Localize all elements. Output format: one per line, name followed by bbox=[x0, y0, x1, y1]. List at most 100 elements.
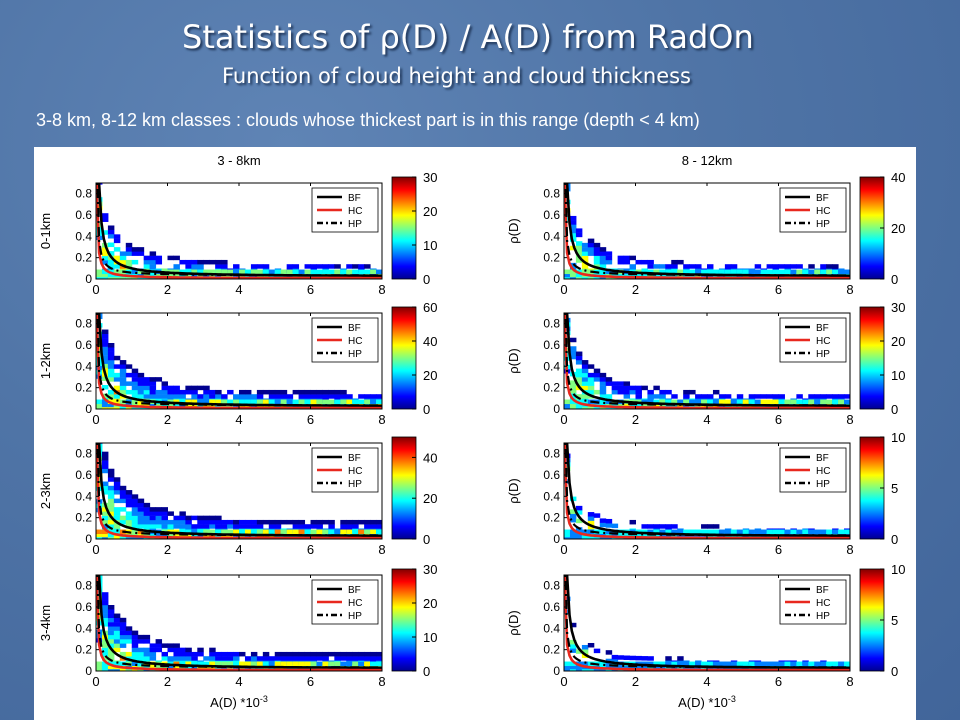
heatmap-cell bbox=[790, 269, 797, 275]
heatmap-cell bbox=[161, 524, 168, 529]
heatmap-cell bbox=[125, 381, 133, 386]
heatmap-cell bbox=[256, 399, 264, 405]
heatmap-cell bbox=[376, 399, 382, 405]
heatmap-cell bbox=[310, 661, 317, 667]
heatmap-cell bbox=[671, 529, 678, 535]
heatmap-cell bbox=[143, 272, 151, 278]
heatmap-cell bbox=[790, 529, 797, 535]
heatmap-cell bbox=[358, 656, 365, 661]
x-tick-label: 4 bbox=[235, 412, 242, 427]
heatmap-cell bbox=[358, 269, 365, 275]
heatmap-cell bbox=[599, 381, 607, 386]
heatmap-cell bbox=[593, 368, 601, 374]
y-tick-label: 0.4 bbox=[543, 229, 560, 243]
heatmap-cell bbox=[221, 399, 228, 405]
heatmap-cell bbox=[286, 529, 294, 535]
heatmap-cell bbox=[131, 269, 139, 275]
heatmap-cell bbox=[844, 269, 850, 275]
heatmap-cell bbox=[689, 399, 696, 405]
heatmap-cell bbox=[683, 399, 690, 405]
heatmap-cell bbox=[113, 634, 121, 640]
heatmap-cell bbox=[581, 247, 589, 252]
heatmap-cell bbox=[623, 664, 631, 670]
heatmap-cell bbox=[227, 661, 234, 667]
heatmap-cell bbox=[790, 399, 797, 405]
heatmap-cell bbox=[569, 661, 577, 667]
heatmap-cell bbox=[131, 630, 139, 636]
heatmap-cell bbox=[107, 242, 115, 248]
heatmap-cell bbox=[101, 490, 109, 495]
heatmap-cell bbox=[101, 350, 109, 356]
heatmap-cell bbox=[233, 264, 240, 269]
heatmap-cell bbox=[101, 399, 109, 405]
heatmap-cell bbox=[587, 242, 595, 248]
colorbar-tick-label: 0 bbox=[891, 664, 898, 679]
heatmap-cell bbox=[364, 519, 371, 525]
x-tick-label: 4 bbox=[703, 542, 710, 557]
heatmap-cell bbox=[101, 217, 109, 222]
heatmap-cell bbox=[113, 399, 121, 405]
heatmap-cell bbox=[280, 529, 288, 535]
heatmap-cell bbox=[101, 532, 109, 538]
heatmap-cell bbox=[665, 264, 672, 269]
heatmap-cell bbox=[707, 399, 714, 405]
heatmap-cell bbox=[101, 455, 109, 461]
heatmap-cell bbox=[185, 647, 192, 653]
heatmap-cell bbox=[185, 524, 192, 529]
heatmap-cell bbox=[125, 634, 133, 640]
heatmap-cell bbox=[274, 651, 282, 657]
x-tick-label: 8 bbox=[378, 674, 385, 689]
x-tick-label: 6 bbox=[775, 674, 782, 689]
heatmap-cell bbox=[736, 399, 744, 405]
heatmap-cell bbox=[605, 650, 613, 655]
heatmap-cell bbox=[149, 259, 157, 265]
heatmap-cell bbox=[167, 394, 174, 399]
heatmap-cell bbox=[569, 224, 577, 229]
heatmap-cell bbox=[623, 655, 631, 661]
heatmap-cell bbox=[149, 515, 157, 521]
heatmap-cell bbox=[340, 651, 347, 657]
heatmap-cell bbox=[569, 337, 577, 343]
heatmap-cell bbox=[322, 529, 329, 535]
heatmap-cell bbox=[304, 269, 311, 275]
heatmap-cell bbox=[653, 399, 660, 405]
heatmap-cell bbox=[298, 656, 306, 661]
heatmap-cell bbox=[101, 600, 109, 606]
heatmap-cell bbox=[605, 518, 613, 524]
heatmap-cell bbox=[137, 498, 145, 504]
heatmap-cell bbox=[185, 389, 192, 395]
heatmap-cell bbox=[280, 399, 288, 405]
heatmap-cell bbox=[274, 394, 282, 399]
row-label: 3-4km bbox=[38, 605, 53, 641]
heatmap-cell bbox=[760, 661, 768, 667]
heatmap-cell bbox=[221, 656, 228, 661]
heatmap-cell bbox=[659, 524, 666, 529]
heatmap-cell bbox=[107, 524, 115, 529]
heatmap-cell bbox=[185, 269, 192, 275]
x-tick-label: 0 bbox=[92, 674, 99, 689]
heatmap-cell bbox=[358, 651, 365, 657]
legend-label-bf: BF bbox=[348, 585, 361, 596]
heatmap-cell bbox=[820, 264, 827, 269]
heatmap-cell bbox=[647, 264, 654, 269]
heatmap-cell bbox=[599, 664, 607, 670]
heatmap-cell bbox=[185, 519, 192, 525]
heatmap-cell bbox=[838, 399, 845, 405]
heatmap-cell bbox=[113, 477, 121, 482]
heatmap-cell bbox=[107, 364, 115, 369]
heatmap-cell bbox=[107, 225, 115, 230]
x-tick-label: 0 bbox=[92, 282, 99, 297]
heatmap-cell bbox=[125, 502, 133, 508]
heatmap-cell bbox=[101, 247, 109, 252]
heatmap-cell bbox=[203, 661, 210, 667]
heatmap-cell bbox=[575, 355, 583, 361]
heatmap-cell bbox=[340, 389, 347, 395]
heatmap-cell bbox=[143, 651, 151, 657]
heatmap-cell bbox=[695, 269, 702, 275]
heatmap-cell bbox=[802, 529, 809, 535]
heatmap-cell bbox=[772, 529, 779, 535]
heatmap-cell bbox=[113, 643, 121, 648]
heatmap-cell bbox=[587, 520, 595, 526]
heatmap-cell bbox=[143, 507, 151, 512]
heatmap-cell bbox=[564, 216, 571, 222]
